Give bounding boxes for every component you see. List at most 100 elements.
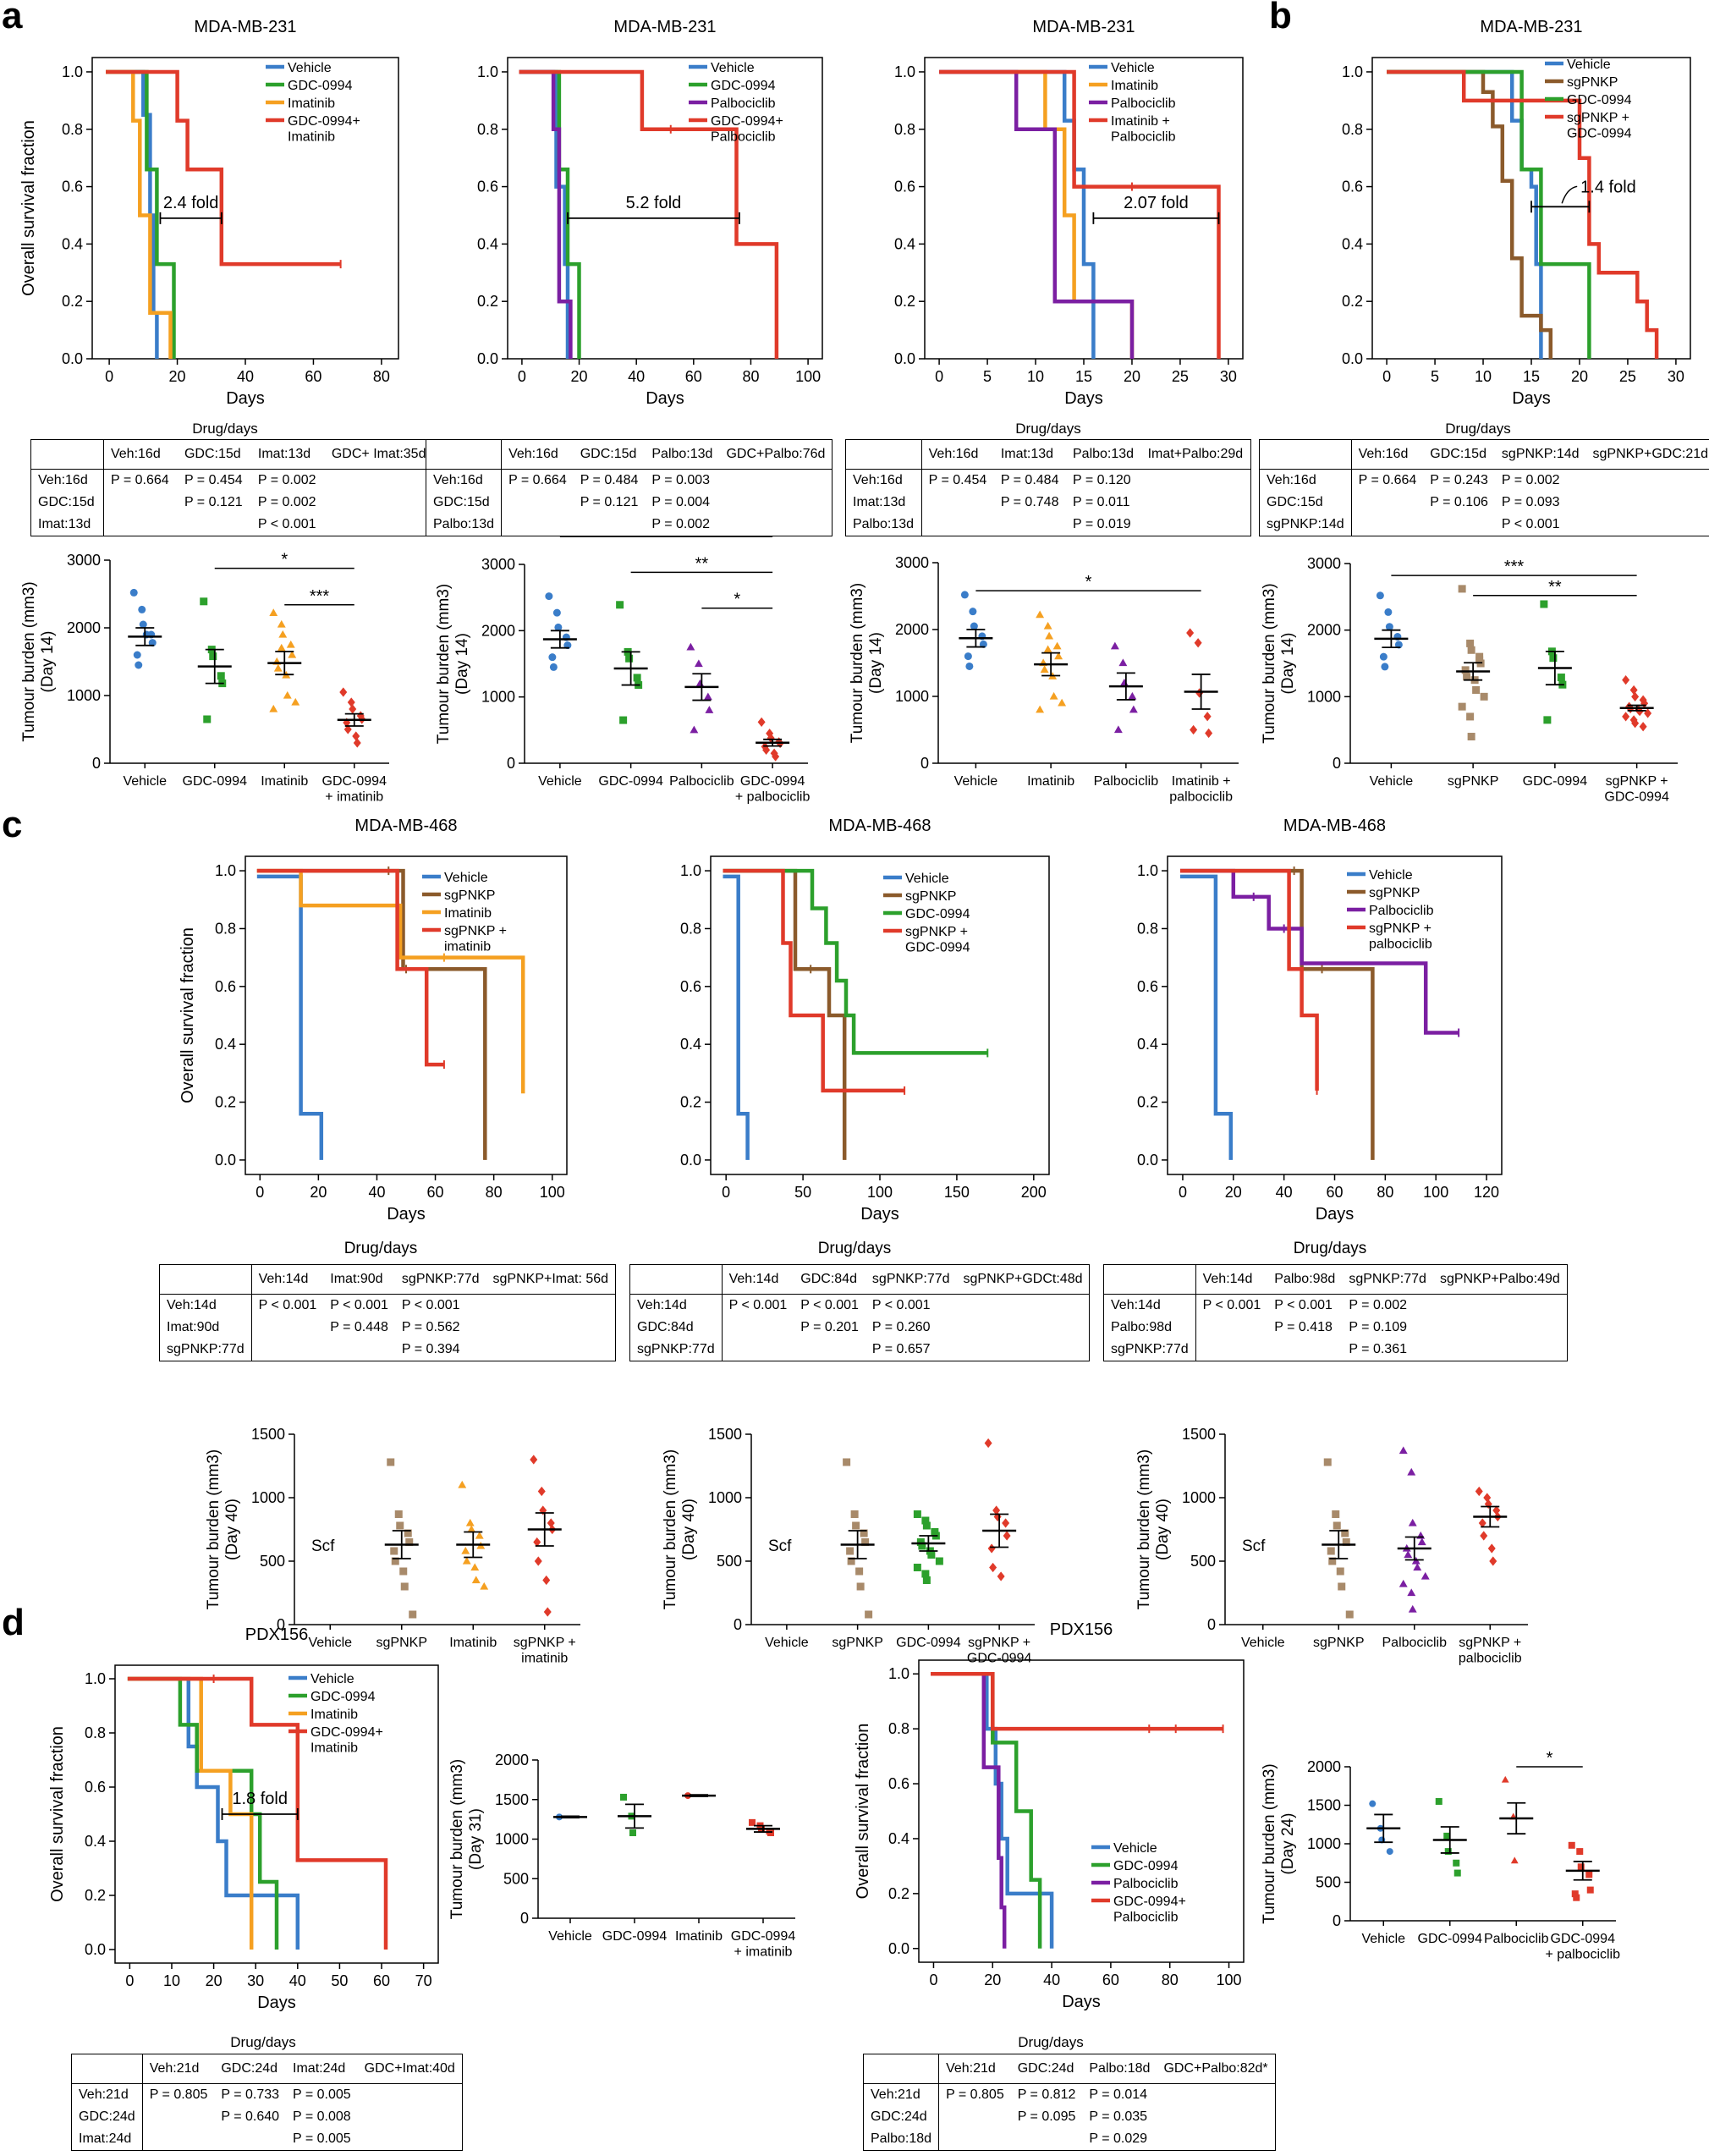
table-a3-title: Drug/days	[1015, 421, 1081, 437]
table-corner	[71, 2054, 143, 2084]
data-point	[705, 706, 714, 713]
y-tick-label: 0.0	[1342, 350, 1363, 367]
category-label-2: Palbociclib	[1094, 774, 1159, 789]
vehicle-note: Scf	[311, 1537, 335, 1555]
y-axis-label: Tumour burden (mm3)(Day 24)	[1261, 1763, 1297, 1923]
table-row: GDC:15d P = 0.121 P = 0.002	[30, 492, 437, 514]
table-col-header: Veh:16d	[501, 439, 574, 470]
table-row: Imat:90d P = 0.448 P = 0.562	[159, 1317, 616, 1339]
data-point	[1444, 1848, 1452, 1856]
plot-frame	[710, 855, 1050, 1175]
y-tick-label: 0	[1333, 755, 1341, 772]
y-tick-label: 0.2	[894, 293, 915, 310]
table-row: Imat:13d P = 0.748 P = 0.011	[845, 492, 1251, 514]
data-point	[405, 1538, 414, 1546]
data-point	[1407, 1467, 1416, 1476]
table-col-header: GDC+Palbo:76d	[719, 439, 833, 470]
y-tick-label: 1.0	[215, 862, 236, 879]
legend-label-2: Imatinib	[444, 906, 492, 921]
x-axis-label: Days	[387, 1205, 426, 1224]
data-point	[1466, 712, 1475, 721]
y-tick-label: 0.2	[680, 1094, 701, 1111]
data-point	[1540, 600, 1548, 608]
data-point	[390, 1547, 398, 1555]
x-tick-label: 10	[1475, 368, 1492, 385]
x-tick-label: 20	[1225, 1184, 1242, 1201]
data-point	[1458, 585, 1466, 593]
table-cell: P = 0.035	[1089, 2109, 1148, 2124]
x-tick-label: 25	[1619, 368, 1636, 385]
data-point	[1435, 1797, 1442, 1805]
table-col-header: GDC:24d	[1010, 2054, 1083, 2084]
data-point	[1472, 685, 1481, 694]
y-tick-label: 0.0	[1137, 1152, 1158, 1169]
data-point	[548, 653, 557, 662]
x-tick-label: 80	[1162, 1972, 1179, 1988]
y-tick-label: 1000	[481, 689, 515, 706]
table-row: sgPNKP:77d P = 0.361	[1103, 1339, 1568, 1361]
data-point	[277, 619, 286, 628]
plot-frame	[245, 855, 568, 1175]
legend-label-0: Vehicle	[905, 872, 949, 886]
x-tick-label: 100	[1423, 1184, 1448, 1201]
category-label-0: Vehicle	[538, 774, 582, 789]
y-tick-label: 0.2	[477, 293, 498, 310]
y-tick-label: 0.0	[680, 1152, 701, 1169]
x-tick-label: 0	[1382, 368, 1391, 385]
survival-line-2	[939, 69, 1135, 359]
table-cell: P = 0.008	[293, 2109, 351, 2124]
table-col-header: sgPNKP+GDCt:48d	[956, 1264, 1090, 1295]
category-label-1: GDC-0994	[1418, 1932, 1483, 1946]
table-col-header: sgPNKP:77d	[865, 1264, 957, 1295]
table-cell: P = 0.418	[1274, 1320, 1333, 1334]
data-point	[970, 622, 978, 630]
table-col-header: sgPNKP:77d	[394, 1264, 486, 1295]
chart-a1_scatter: 0 1000 2000 3000 Tumour burden (mm3)(Day 14)…	[20, 514, 389, 804]
table-col-header: sgPNKP+Palbo:49d	[1432, 1264, 1568, 1295]
data-point	[278, 630, 288, 638]
data-point	[475, 1531, 484, 1539]
y-tick-label: 1500	[495, 1791, 529, 1808]
y-tick-label: 0.8	[1137, 920, 1158, 937]
y-tick-label: 0.2	[1137, 1094, 1158, 1111]
y-tick-label: 1000	[1182, 1489, 1216, 1506]
table-row-header: GDC:15d	[1259, 492, 1352, 514]
x-tick-label: 0	[722, 1184, 730, 1201]
table-corner	[1259, 439, 1352, 470]
table-cell	[142, 2128, 214, 2151]
x-tick-label: 30	[247, 1972, 264, 1989]
y-tick-label: 0.6	[1137, 978, 1158, 995]
table-cell: P = 0.011	[1073, 495, 1130, 509]
data-point	[1631, 718, 1640, 729]
pvalue-table-c2: Veh:14d GDC:84d sgPNKP:77d sgPNKP+GDCt:48d V…	[629, 1264, 1091, 1361]
data-point	[135, 661, 143, 669]
category-label-1: sgPNKP	[1448, 774, 1498, 789]
panel-letter-d: d	[2, 1602, 25, 1643]
data-point	[387, 1458, 395, 1466]
table-cell: P = 0.805	[946, 2087, 1004, 2102]
legend-label-2: Imatinib	[310, 1708, 358, 1722]
table-col-header: Palbo:98d	[1267, 1264, 1343, 1295]
data-point	[1129, 705, 1138, 713]
table-col-header: GDC:24d	[214, 2054, 287, 2084]
data-point	[860, 1529, 868, 1537]
legend-label-0: Vehicle	[1111, 61, 1155, 75]
table-row: Veh:16d P = 0.664 P = 0.243 P = 0.002	[1259, 469, 1709, 492]
data-point	[1585, 1871, 1593, 1878]
legend-label-3: GDC-0994+ Palbociclib	[1113, 1895, 1186, 1924]
data-point	[545, 592, 553, 601]
fold-label: 1.8 fold	[232, 1790, 288, 1808]
table-cell: P < 0.001	[1501, 517, 1560, 531]
table-row-header: Palbo:13d	[845, 514, 922, 536]
data-point	[1413, 1563, 1422, 1571]
y-tick-label: 0.2	[85, 1887, 106, 1904]
data-point	[1466, 639, 1475, 647]
data-point	[1622, 675, 1630, 685]
data-point	[1622, 712, 1630, 722]
data-point	[394, 1510, 403, 1518]
table-row-header: GDC:84d	[629, 1317, 723, 1339]
y-axis-label: Overall survival fraction	[179, 927, 197, 1103]
table-corner	[629, 1264, 723, 1295]
data-point	[1385, 623, 1393, 631]
